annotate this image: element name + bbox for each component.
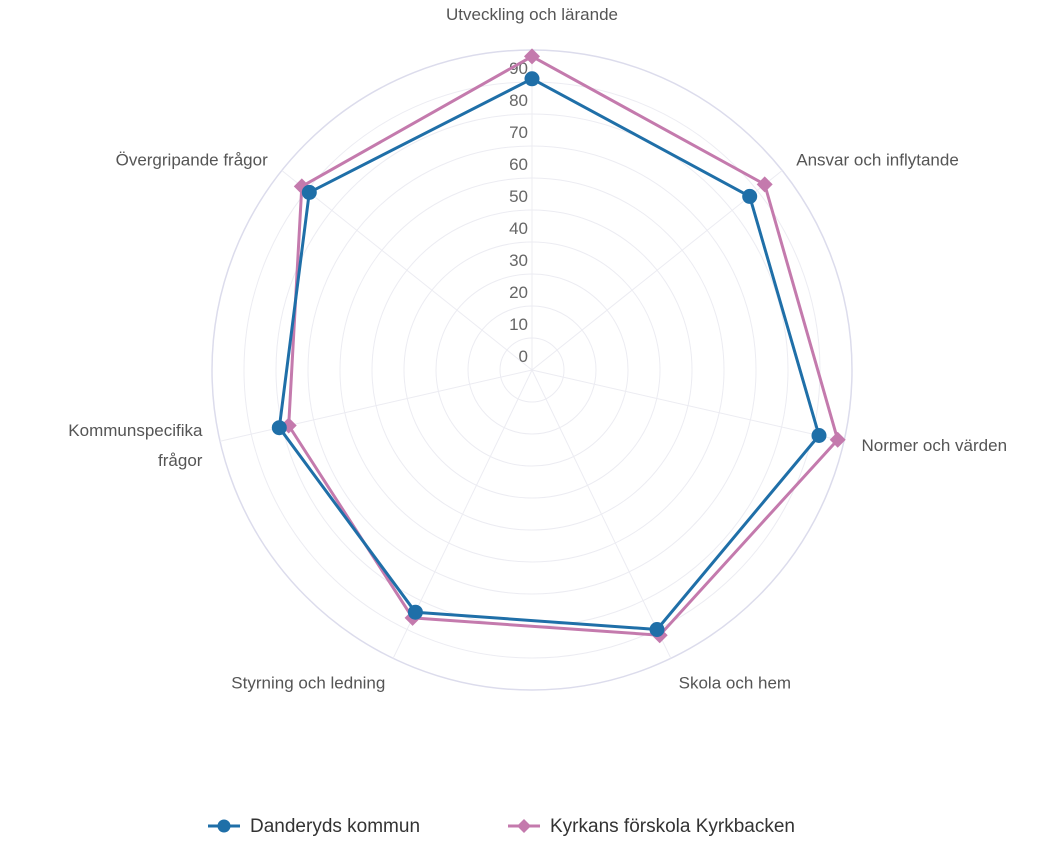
tick-label: 60: [509, 155, 528, 174]
grid-spoke: [219, 369, 533, 442]
grid-spoke: [281, 170, 533, 371]
radial-tick-labels: 0 10 20 30 40 50 60 70 80 90: [509, 59, 528, 366]
tick-label: 90: [509, 59, 528, 78]
tick-label: 30: [509, 251, 528, 270]
grid-spoke: [531, 369, 845, 442]
data-point[interactable]: [811, 428, 827, 443]
legend-marker: [517, 819, 531, 833]
tick-label: 0: [519, 347, 528, 366]
data-point[interactable]: [756, 176, 773, 193]
legend-label[interactable]: Kyrkans förskola Kyrkbacken: [550, 816, 795, 837]
axis-label: Ansvar och inflytande: [796, 150, 959, 169]
legend-marker: [217, 819, 231, 833]
axis-label: frågor: [158, 451, 203, 470]
series-layer: [271, 48, 846, 644]
axis-label: Kommunspecifika: [68, 421, 203, 440]
tick-label: 70: [509, 123, 528, 142]
axis-labels: Utveckling och lärande Ansvar och inflyta…: [68, 5, 1007, 693]
data-point[interactable]: [524, 71, 540, 87]
axis-label: Övergripande frågor: [116, 150, 268, 169]
axis-label: Styrning och ledning: [231, 674, 385, 693]
radar-grid: [211, 49, 853, 691]
legend: Danderyds kommun Kyrkans förskola Kyrkbac…: [208, 816, 795, 837]
data-point[interactable]: [742, 188, 758, 204]
data-point[interactable]: [407, 604, 423, 620]
legend-label[interactable]: Danderyds kommun: [250, 816, 420, 837]
axis-label: Skola och hem: [679, 674, 791, 693]
tick-label: 10: [509, 315, 528, 334]
axis-label: Utveckling och lärande: [446, 5, 618, 24]
grid-spoke: [531, 170, 783, 371]
data-point[interactable]: [649, 622, 665, 637]
series-line: [277, 77, 821, 631]
data-point[interactable]: [524, 48, 540, 65]
tick-label: 80: [509, 91, 528, 110]
tick-label: 40: [509, 219, 528, 238]
tick-label: 50: [509, 187, 528, 206]
data-point[interactable]: [829, 431, 846, 448]
tick-label: 20: [509, 283, 528, 302]
data-point[interactable]: [271, 420, 287, 436]
axis-label: Normer och värden: [862, 436, 1008, 455]
grid-spoke: [531, 369, 672, 659]
series-line: [287, 54, 840, 637]
data-point[interactable]: [301, 184, 317, 200]
